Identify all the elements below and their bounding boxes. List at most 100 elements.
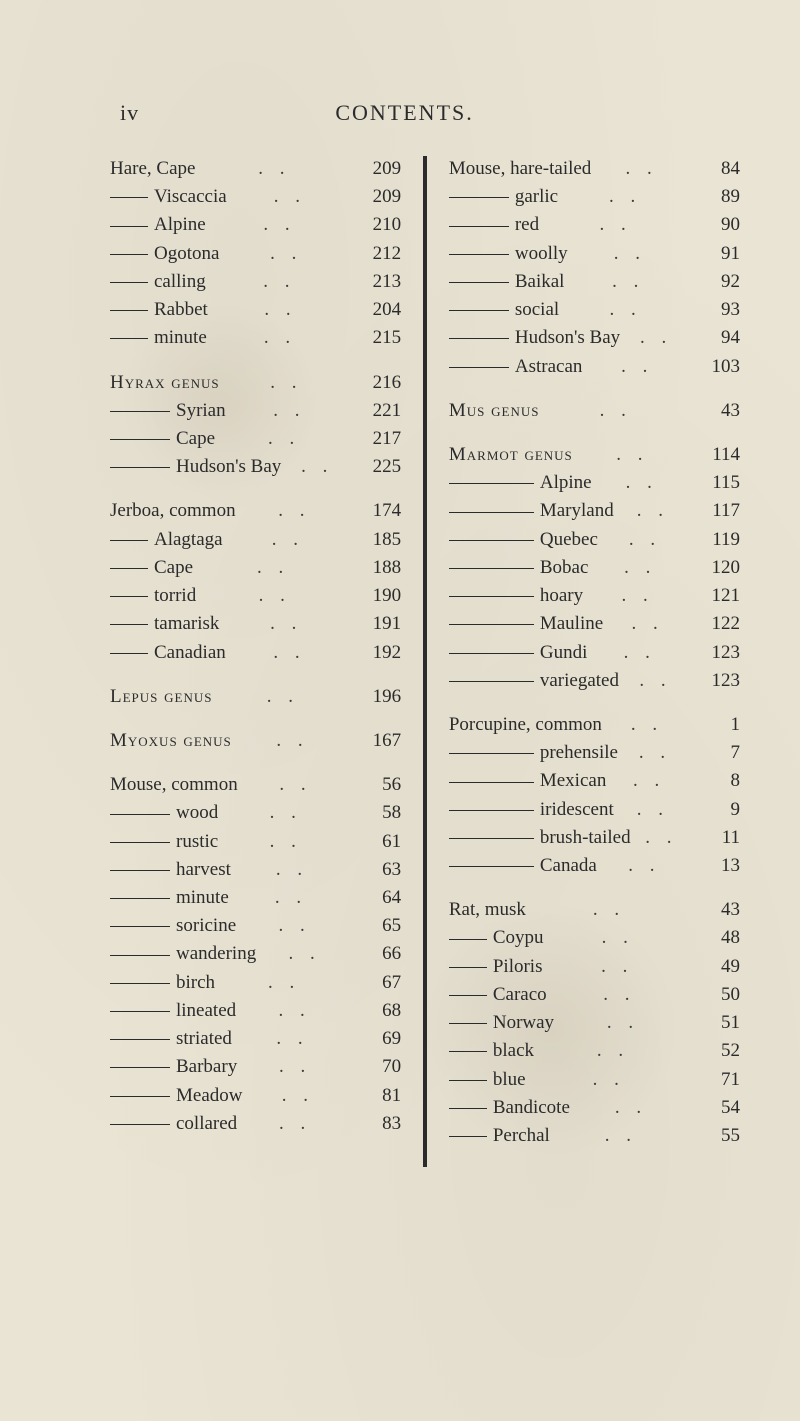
index-row: Myoxus genus. .167 <box>110 728 401 754</box>
row-lead: Myoxus genus <box>110 728 232 754</box>
leader-dots: . . <box>544 925 692 951</box>
index-row: Norway. .51 <box>449 1010 740 1036</box>
entry-label: Mouse, common <box>110 772 238 798</box>
page-number: 192 <box>353 640 401 666</box>
continuation-dash <box>110 983 170 984</box>
leader-dots: . . <box>603 611 692 637</box>
page-number: 213 <box>353 269 401 295</box>
index-row: Perchal. .55 <box>449 1123 740 1149</box>
row-lead: minute <box>110 325 207 351</box>
row-lead: Jerboa, common <box>110 498 236 524</box>
entry-label: harvest <box>176 857 231 883</box>
continuation-dash <box>449 995 487 996</box>
row-lead: Lepus genus <box>110 684 212 710</box>
entry-label: Canada <box>540 853 597 879</box>
leader-dots: . . <box>226 640 353 666</box>
entry-label: brush-tailed <box>540 825 631 851</box>
continuation-dash <box>110 842 170 843</box>
leader-dots: . . <box>588 555 692 581</box>
page-number: 69 <box>353 1026 401 1052</box>
entry-label: Piloris <box>493 954 543 980</box>
continuation-dash <box>449 624 534 625</box>
index-row: Mexican. .8 <box>449 768 740 794</box>
row-lead: red <box>449 212 539 238</box>
page-number: 58 <box>353 800 401 826</box>
row-lead: Mouse, common <box>110 772 238 798</box>
row-lead: Mouse, hare-tailed <box>449 156 591 182</box>
index-row: harvest. .63 <box>110 857 401 883</box>
row-lead: iridescent <box>449 797 614 823</box>
page-number: 191 <box>353 611 401 637</box>
leader-dots: . . <box>592 470 692 496</box>
index-row: Hudson's Bay. .225 <box>110 454 401 480</box>
row-lead: Maryland <box>449 498 614 524</box>
leader-dots: . . <box>206 212 353 238</box>
column-right: Mouse, hare-tailed. .84garlic. .89red. .… <box>429 156 740 1167</box>
page-number: 43 <box>692 398 740 424</box>
row-lead: Barbary <box>110 1054 237 1080</box>
index-row: Astracan. .103 <box>449 354 740 380</box>
continuation-dash <box>449 310 509 311</box>
index-row: Mouse, common. .56 <box>110 772 401 798</box>
row-lead: Gundi <box>449 640 588 666</box>
row-lead: Alpine <box>449 470 592 496</box>
page: iv CONTENTS. Hare, Cape. .209Viscaccia. … <box>0 0 800 1421</box>
leader-dots: . . <box>236 498 354 524</box>
leader-dots: . . <box>236 913 353 939</box>
row-lead: Cape <box>110 426 215 452</box>
page-number: 225 <box>353 454 401 480</box>
entry-label: lineated <box>176 998 236 1024</box>
row-lead: Bandicote <box>449 1095 570 1121</box>
leader-dots: . . <box>614 797 692 823</box>
entry-label: Cape <box>154 555 193 581</box>
index-row: woolly. .91 <box>449 241 740 267</box>
row-lead: lineated <box>110 998 236 1024</box>
page-number: 92 <box>692 269 740 295</box>
row-lead: Bobac <box>449 555 589 581</box>
leader-dots: . . <box>554 1010 692 1036</box>
index-row: Alpine. .115 <box>449 470 740 496</box>
entry-group: Rat, musk. .43Coypu. .48Piloris. .49Cara… <box>449 897 740 1149</box>
page-number: 89 <box>692 184 740 210</box>
page-number: 49 <box>692 954 740 980</box>
leader-dots: . . <box>542 954 692 980</box>
row-lead: wandering <box>110 941 256 967</box>
leader-dots: . . <box>281 454 353 480</box>
continuation-dash <box>110 814 170 815</box>
entry-group: Mouse, hare-tailed. .84garlic. .89red. .… <box>449 156 740 380</box>
entry-label: Ogotona <box>154 241 219 267</box>
page-number: 52 <box>692 1038 740 1064</box>
index-row: Viscaccia. .209 <box>110 184 401 210</box>
entry-label: variegated <box>540 668 619 694</box>
page-number: 188 <box>353 555 401 581</box>
continuation-dash <box>110 955 170 956</box>
page-number: 61 <box>353 829 401 855</box>
continuation-dash <box>449 540 534 541</box>
row-lead: Norway <box>449 1010 554 1036</box>
page-number: 167 <box>353 728 401 754</box>
page-number: 94 <box>692 325 740 351</box>
row-lead: Hudson's Bay <box>449 325 620 351</box>
entry-label: striated <box>176 1026 232 1052</box>
page-number: 190 <box>353 583 401 609</box>
index-row: Gundi. .123 <box>449 640 740 666</box>
row-lead: Rat, musk <box>449 897 526 923</box>
continuation-dash <box>449 782 534 783</box>
continuation-dash <box>110 254 148 255</box>
index-row: collared. .83 <box>110 1111 401 1137</box>
continuation-dash <box>110 1096 170 1097</box>
continuation-dash <box>449 1136 487 1137</box>
index-row: Rabbet. .204 <box>110 297 401 323</box>
page-number: 123 <box>692 668 740 694</box>
continuation-dash <box>449 1023 487 1024</box>
leader-dots: . . <box>539 398 692 424</box>
continuation-dash <box>110 653 148 654</box>
page-number: 210 <box>353 212 401 238</box>
leader-dots: . . <box>223 527 354 553</box>
entry-label: Mouse, hare-tailed <box>449 156 591 182</box>
leader-dots: . . <box>631 825 692 851</box>
continuation-dash <box>449 197 509 198</box>
entry-group: Mus genus. .43 <box>449 398 740 424</box>
index-row: Piloris. .49 <box>449 954 740 980</box>
index-row: Mouse, hare-tailed. .84 <box>449 156 740 182</box>
